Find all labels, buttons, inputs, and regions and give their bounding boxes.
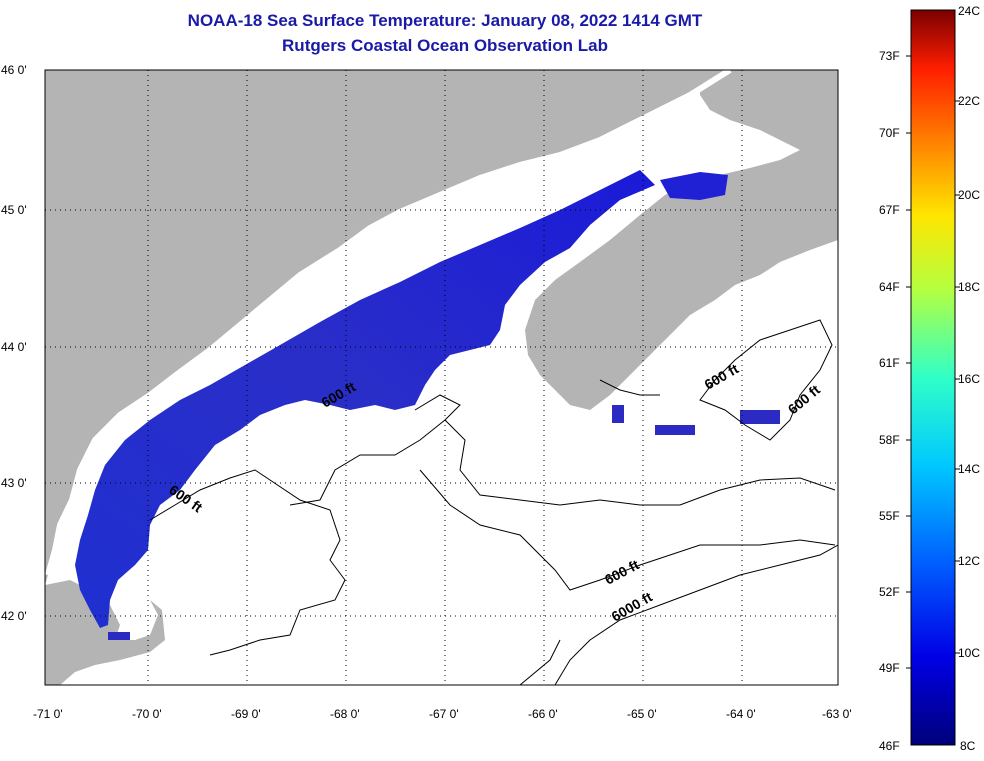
graticule <box>45 70 838 685</box>
map-subtitle: Rutgers Coastal Ocean Observation Lab <box>282 36 608 55</box>
lon-label: -66 0' <box>528 707 558 721</box>
colorbar-f-label: 61F <box>879 356 900 370</box>
isobath-600ft <box>149 319 836 656</box>
colorbar-f-label: 52F <box>879 585 900 599</box>
sst-cold-water <box>75 170 655 628</box>
coastline <box>45 70 732 576</box>
colorbar-f-label: 67F <box>879 203 900 217</box>
colorbar-c-label: 22C <box>958 94 980 108</box>
colorbar-c-label: 16C <box>958 372 980 386</box>
lon-label: -65 0' <box>627 707 657 721</box>
cape-cod-land <box>45 580 165 685</box>
colorbar-c-label: 8C <box>960 739 976 753</box>
colorbar-f-label: 49F <box>879 661 900 675</box>
lat-label: 45 0' <box>1 203 27 217</box>
sst-patch <box>655 425 695 435</box>
lat-label: 46 0' <box>1 63 27 77</box>
colorbar-f-label: 70F <box>879 126 900 140</box>
colorbar-f-label: 73F <box>879 49 900 63</box>
lat-label: 44 0' <box>1 340 27 354</box>
lon-label: -70 0' <box>132 707 162 721</box>
lon-label: -68 0' <box>330 707 360 721</box>
colorbar-c-label: 10C <box>958 646 980 660</box>
colorbar-f-label: 55F <box>879 509 900 523</box>
lon-label: -64 0' <box>726 707 756 721</box>
colorbar-c-label: 18C <box>958 280 980 294</box>
colorbar-f-label: 46F <box>879 739 900 753</box>
north-shore-land <box>700 70 838 150</box>
lon-label: -69 0' <box>231 707 261 721</box>
colorbar-f-label: 58F <box>879 433 900 447</box>
mainland-land <box>45 70 730 585</box>
sst-patch <box>612 405 624 423</box>
lat-label: 43 0' <box>1 476 27 490</box>
map-border <box>44 69 839 686</box>
colorbar-f-label: 64F <box>879 280 900 294</box>
colorbar <box>910 9 956 746</box>
lat-label: 42 0' <box>1 609 27 623</box>
sst-patch <box>740 410 780 424</box>
colorbar-ticks <box>906 55 960 669</box>
colorbar-c-label: 20C <box>958 188 980 202</box>
colorbar-c-label: 24C <box>958 4 980 18</box>
map-title: NOAA-18 Sea Surface Temperature: January… <box>187 11 703 30</box>
lon-label: -71 0' <box>33 707 63 721</box>
lon-label: -63 0' <box>822 707 852 721</box>
colorbar-c-label: 12C <box>958 554 980 568</box>
nova-scotia-land <box>525 70 838 410</box>
sst-patch <box>108 632 130 640</box>
isobath-6000ft <box>554 544 838 685</box>
colorbar-c-label: 14C <box>958 462 980 476</box>
sst-bay-of-fundy <box>660 172 728 200</box>
lon-label: -67 0' <box>429 707 459 721</box>
isobath-6000ft-south <box>519 639 561 685</box>
